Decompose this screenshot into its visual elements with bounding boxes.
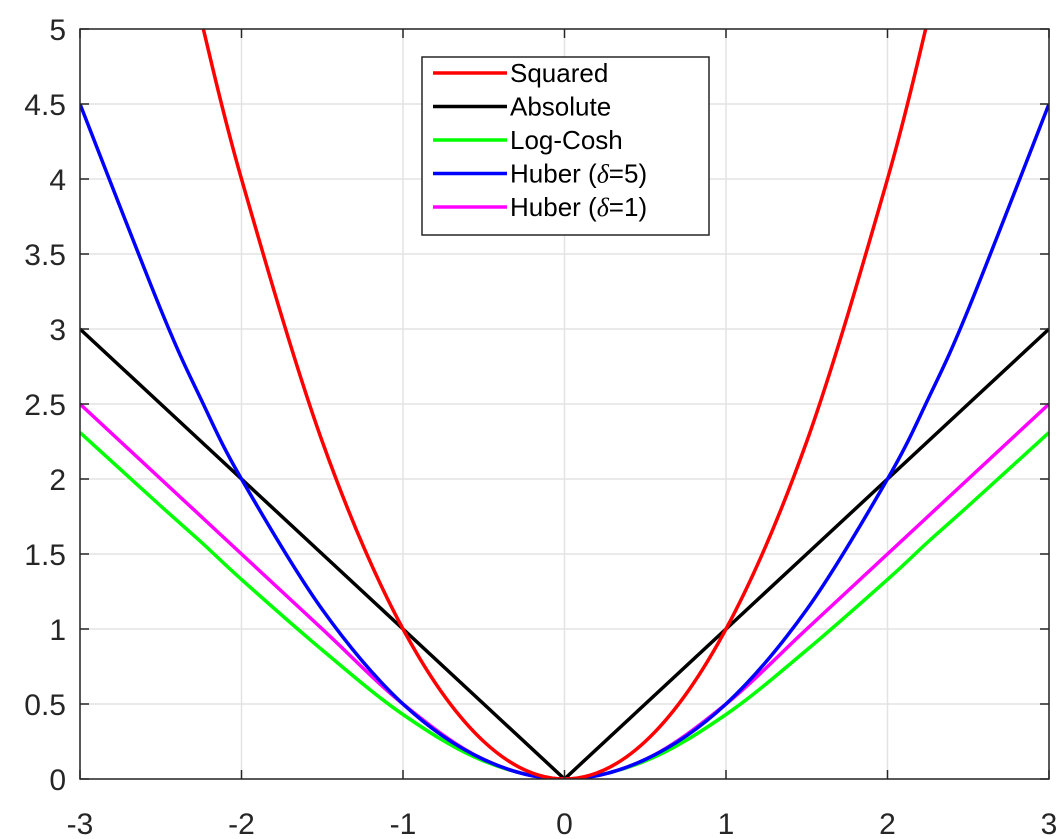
series-lines [80, 29, 1049, 779]
x-tick-label: 3 [1041, 808, 1058, 839]
x-tick-label: -3 [67, 808, 94, 839]
x-tick-label: 0 [556, 808, 573, 839]
x-tick-label: 1 [718, 808, 735, 839]
x-tick-label: -1 [390, 808, 417, 839]
series-line-squared [201, 29, 928, 779]
y-tick-label: 2.5 [24, 389, 66, 422]
y-tick-label: 0.5 [24, 689, 66, 722]
y-tick-label: 3 [49, 314, 66, 347]
y-tick-label: 2 [49, 464, 66, 497]
axis-ticks: -3 -2 -1 0 1 2 3 0 0.5 1 1.5 2 2.5 3 3.5 4 4.5 5 [24, 14, 1057, 839]
y-tick-label: 5 [49, 14, 66, 47]
legend-label: Huber (δ=5) [510, 159, 647, 189]
legend-label: Squared [510, 58, 608, 88]
y-tick-label: 4.5 [24, 89, 66, 122]
series-line-log-cosh [80, 431, 1049, 779]
y-tick-label: 0 [49, 764, 66, 797]
y-tick-label: 3.5 [24, 239, 66, 272]
series-line-huber-5 [80, 103, 1049, 779]
y-tick-label: 1 [49, 614, 66, 647]
y-tick-label: 1.5 [24, 539, 66, 572]
legend-label: Absolute [510, 92, 611, 122]
x-tick-label: -2 [228, 808, 255, 839]
legend-label: Log-Cosh [510, 125, 623, 155]
legend-label: Huber (δ=1) [510, 192, 647, 222]
series-line-huber-1 [80, 402, 1049, 779]
x-tick-label: 2 [879, 808, 896, 839]
series-line-absolute [80, 327, 1049, 779]
y-tick-label: 4 [49, 164, 66, 197]
